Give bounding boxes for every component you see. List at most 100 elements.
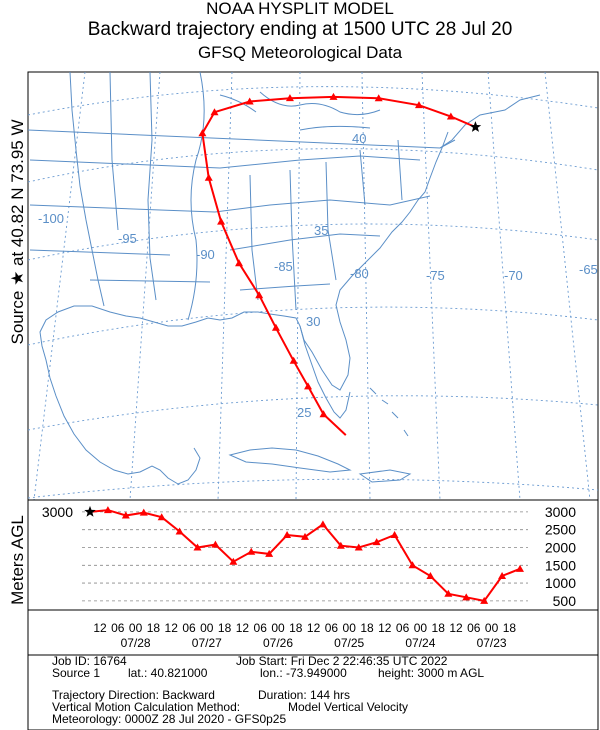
meridian-95	[129, 71, 161, 501]
parallel-25	[27, 395, 599, 431]
height-marker	[157, 513, 166, 521]
parallel-30	[27, 306, 599, 346]
time-tick-label: 18	[218, 621, 232, 635]
time-tick-label: 06	[254, 621, 268, 635]
height-tick-label: 1500	[545, 557, 576, 573]
date-label: 07/24	[405, 636, 435, 650]
bahamas	[369, 387, 409, 437]
meridian-80	[361, 71, 371, 501]
height-marker	[247, 547, 256, 555]
meridian-70	[487, 71, 521, 501]
date-label: 07/28	[121, 636, 151, 650]
source-lat: lat.: 40.821000	[128, 666, 208, 680]
trajectory-marker-map	[329, 92, 338, 100]
time-tick-label: 00	[343, 621, 357, 635]
height-tick-label: 3000	[545, 504, 576, 520]
trajectory-marker-map	[245, 97, 254, 105]
graticule	[27, 71, 599, 501]
lon-label: -95	[118, 231, 137, 246]
trajectory-marker-map	[204, 173, 213, 181]
time-tick-label: 12	[165, 621, 179, 635]
time-tick-label: 12	[236, 621, 250, 635]
height-marker	[462, 593, 471, 601]
lon-label: -70	[504, 268, 523, 283]
height-marker	[175, 527, 184, 535]
state-lines-horizontal	[29, 159, 221, 283]
time-tick-label: 18	[360, 621, 374, 635]
time-tick-label: 06	[111, 621, 125, 635]
height-marker	[390, 531, 399, 539]
time-axis-panel: 12 06 00 18 12 06 00 18 12 06 00 18 12 06 00 18 12 06 00 18…	[27, 609, 599, 656]
trajectory-marker-map	[255, 291, 264, 299]
trajectory-marker-map	[235, 259, 244, 267]
lon-label: -90	[196, 247, 215, 262]
chart-title-model: NOAA HYSPLIT MODEL	[206, 0, 394, 18]
trajectory-marker-map	[198, 129, 207, 137]
height-marker	[498, 571, 507, 579]
chart-title: Backward trajectory ending at 1500 UTC 2…	[87, 19, 513, 40]
trajectory-path-map	[198, 92, 482, 436]
parallel-45	[27, 86, 599, 116]
height-marker	[301, 532, 309, 540]
lon-label: -65	[579, 262, 598, 277]
trajectory-marker-map	[271, 323, 280, 331]
height-series	[84, 505, 524, 604]
time-tick-label: 00	[414, 621, 428, 635]
height-marker	[372, 538, 381, 546]
date-label: 07/23	[477, 636, 507, 650]
height-marker	[354, 543, 363, 551]
date-label: 07/26	[263, 636, 293, 650]
lon-labels: -100 -95 -90 -85 -80 -75 -70 -65	[38, 211, 598, 283]
height-marker	[444, 589, 453, 597]
lon-label: -85	[274, 259, 293, 274]
time-tick-label: 18	[503, 621, 517, 635]
east-coast-gulf	[39, 131, 449, 485]
height-marker	[121, 511, 130, 519]
height-marker	[229, 557, 238, 565]
job-id: Job ID: 16764	[52, 654, 127, 668]
height-tick-label-left: 3000	[42, 504, 73, 520]
time-tick-label: 12	[307, 621, 321, 635]
height-marker	[480, 596, 489, 604]
height-marker	[193, 543, 202, 551]
mississippi-river	[187, 71, 205, 321]
height-marker	[139, 508, 148, 516]
height-tick-label: 1000	[545, 575, 576, 591]
meridian-100	[33, 71, 86, 501]
height-marker	[211, 540, 220, 548]
date-label: 07/27	[192, 636, 222, 650]
height-marker	[283, 531, 292, 539]
trajectory-marker-map	[217, 217, 226, 225]
trajectory-marker-map	[374, 94, 383, 102]
source-name: Source 1	[52, 666, 101, 680]
time-tick-label: 12	[93, 621, 107, 635]
height-frame	[27, 499, 599, 611]
meteorology: Meteorology: 0000Z 28 Jul 2020 - GFS0p25	[52, 712, 287, 726]
meridian-85	[295, 71, 301, 501]
parallel-20	[27, 478, 599, 499]
vertical-method: Vertical Motion Calculation Method:	[52, 700, 241, 714]
meridian-65	[544, 71, 591, 501]
time-tick-label: 06	[325, 621, 339, 635]
height-marker	[426, 571, 435, 579]
lon-label: -75	[426, 268, 445, 283]
source-height: height: 3000 m AGL	[378, 666, 485, 680]
lon-label: -100	[38, 211, 64, 226]
time-tick-label: 00	[200, 621, 214, 635]
height-marker	[516, 564, 524, 572]
job-start: Job Start: Fri Dec 2 22:46:35 UTC 2022	[236, 654, 448, 668]
source-star-map	[469, 121, 482, 132]
duration: Duration: 144 hrs	[258, 688, 351, 702]
florida-west	[299, 325, 351, 419]
lon-label: -80	[350, 266, 369, 281]
trajectory-marker-map	[285, 94, 294, 102]
great-lakes	[219, 91, 381, 131]
date-label: 07/25	[334, 636, 364, 650]
height-line	[89, 509, 521, 603]
height-gridlines	[82, 511, 528, 602]
lat-label: 25	[297, 405, 311, 420]
meridian-90	[217, 71, 233, 501]
source-star-height	[84, 505, 96, 517]
